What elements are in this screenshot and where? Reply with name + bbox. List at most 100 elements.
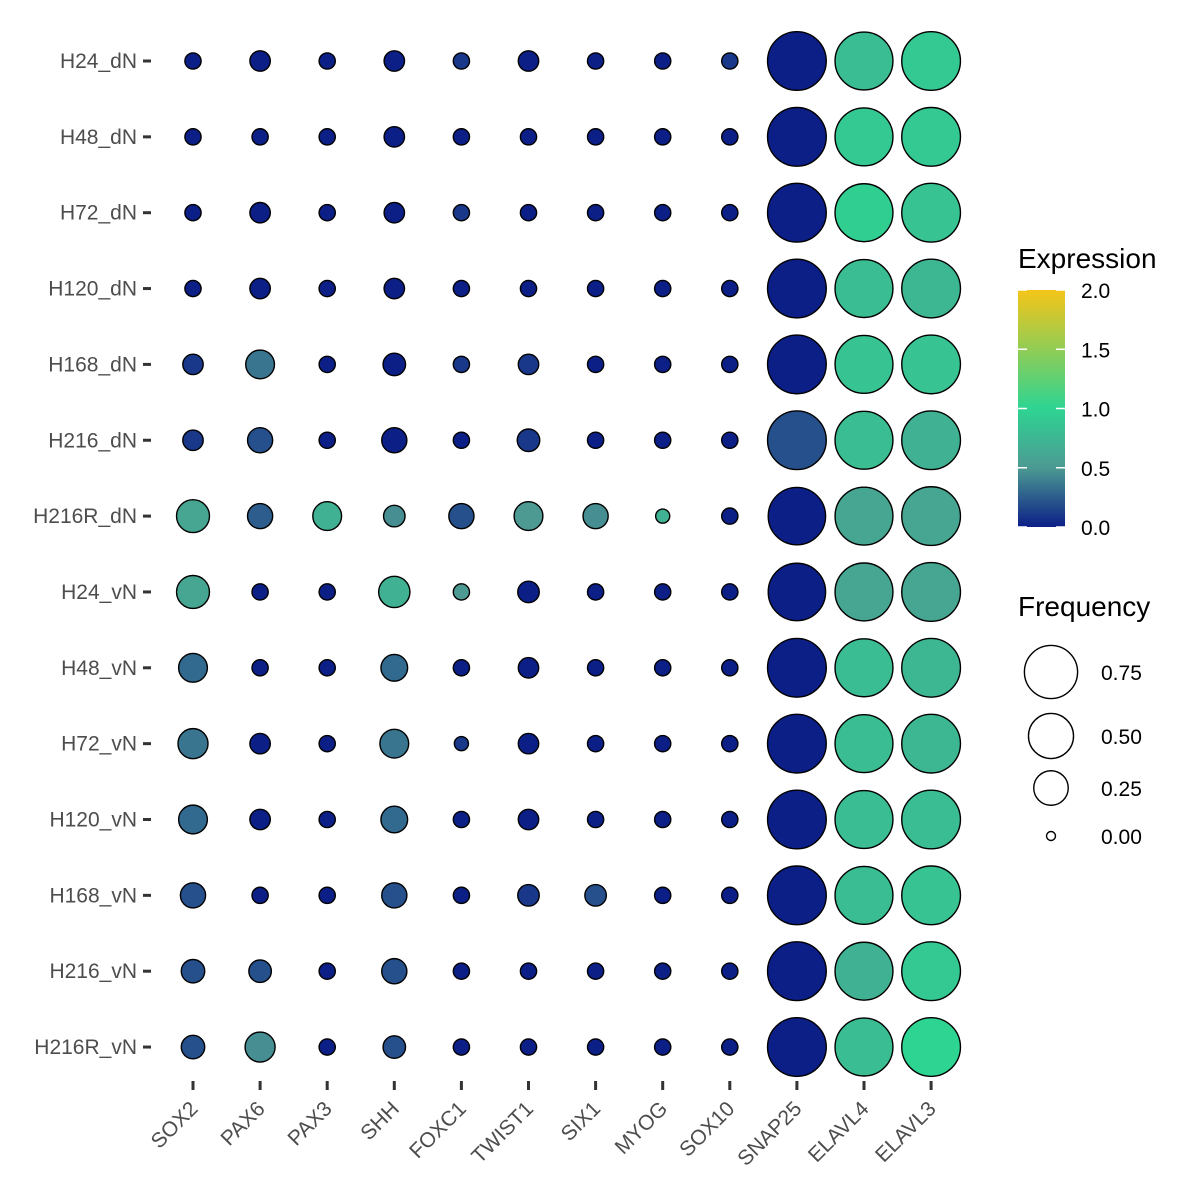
dot — [834, 31, 894, 91]
y-tick-label: H216_dN — [48, 429, 137, 452]
size-legend-circle — [1045, 830, 1057, 842]
dots-layer — [175, 30, 962, 1078]
dot — [720, 431, 739, 450]
y-axis: H24_dN H48_dN H72_dN H120_dN H168_dN H216_dN H… — [33, 50, 151, 1059]
dot — [586, 128, 605, 146]
dot — [448, 502, 475, 530]
dot — [834, 562, 894, 622]
dot — [175, 498, 211, 534]
dot — [246, 502, 274, 530]
dot — [245, 349, 276, 380]
dot — [766, 789, 827, 850]
y-tick-label: H24_dN — [60, 50, 137, 73]
dot — [180, 1034, 206, 1060]
dot — [519, 279, 538, 298]
dot — [834, 258, 894, 319]
dot — [249, 277, 272, 300]
dot — [318, 734, 337, 753]
dot — [182, 429, 204, 452]
dot — [383, 50, 406, 72]
dot — [180, 958, 206, 984]
dot — [318, 355, 337, 374]
dot — [452, 810, 471, 829]
dot — [382, 1035, 407, 1059]
dot — [901, 410, 962, 471]
dot — [586, 203, 605, 222]
dot — [382, 352, 407, 377]
dot — [381, 957, 408, 985]
dot — [653, 810, 672, 829]
dot — [834, 789, 894, 850]
size-legend-circle — [1033, 770, 1069, 806]
dot — [244, 1031, 276, 1063]
dot — [184, 279, 202, 298]
size-legend-circle — [1023, 644, 1079, 700]
x-tick-label: TWIST1 — [467, 1097, 538, 1168]
colorbar-tick-label: 0.5 — [1081, 458, 1110, 481]
dot — [766, 334, 827, 395]
dot — [517, 580, 540, 604]
y-tick-label: H48_dN — [60, 126, 137, 149]
dot — [318, 886, 337, 905]
dot — [383, 201, 406, 224]
dot — [517, 353, 540, 376]
size-legend-label: 0.00 — [1101, 826, 1142, 849]
dot — [453, 735, 470, 752]
dot — [179, 882, 207, 909]
x-tick-label: ELAVL4 — [804, 1097, 874, 1167]
dot — [318, 810, 337, 829]
dot — [653, 962, 672, 981]
dot — [653, 355, 672, 374]
dot — [586, 734, 605, 753]
dot — [834, 941, 894, 1001]
expression-legend: Expression 0.0 0.5 1.0 1.5 2.0 — [1018, 243, 1157, 540]
dot — [901, 1016, 962, 1078]
dot — [766, 637, 827, 698]
dot — [766, 941, 827, 1002]
dot — [766, 865, 827, 926]
colorbar-tick-label: 0.0 — [1081, 517, 1110, 540]
dot — [318, 52, 337, 70]
dot — [318, 431, 337, 450]
dot — [653, 886, 672, 905]
dot — [251, 128, 269, 146]
dot — [251, 583, 269, 601]
dot — [654, 508, 671, 524]
dot — [519, 962, 538, 981]
dot — [177, 727, 209, 760]
dot — [383, 125, 406, 148]
dot — [834, 183, 894, 243]
y-tick-label: H216R_vN — [34, 1036, 137, 1059]
dot — [901, 258, 962, 319]
x-tick-label: SIX1 — [557, 1097, 605, 1145]
dot — [720, 279, 739, 298]
y-tick-label: H120_vN — [49, 809, 137, 832]
dot — [901, 941, 962, 1002]
y-tick-label: H24_vN — [61, 581, 137, 604]
dot — [318, 583, 337, 601]
dot — [586, 583, 605, 601]
dot — [318, 203, 337, 222]
dot — [586, 52, 605, 70]
dot — [377, 575, 411, 609]
dot — [766, 1016, 827, 1078]
x-tick-label: PAX3 — [284, 1097, 337, 1150]
x-tick-label: SOX2 — [147, 1097, 203, 1153]
y-tick-label: H216R_dN — [33, 505, 137, 528]
dot — [653, 52, 672, 70]
dot — [586, 431, 605, 450]
dot — [184, 203, 202, 222]
dot — [653, 279, 672, 298]
dot — [248, 959, 273, 984]
dot — [318, 1038, 337, 1056]
dot — [901, 789, 962, 850]
dot — [452, 583, 471, 601]
dot — [381, 426, 408, 454]
dot — [177, 804, 209, 835]
size-legend-label: 0.50 — [1101, 726, 1142, 749]
dot — [517, 732, 540, 755]
dot — [184, 128, 202, 146]
dot — [586, 962, 605, 981]
size-legend-circle — [1027, 712, 1075, 760]
colorbar-tick-label: 1.5 — [1081, 339, 1110, 362]
